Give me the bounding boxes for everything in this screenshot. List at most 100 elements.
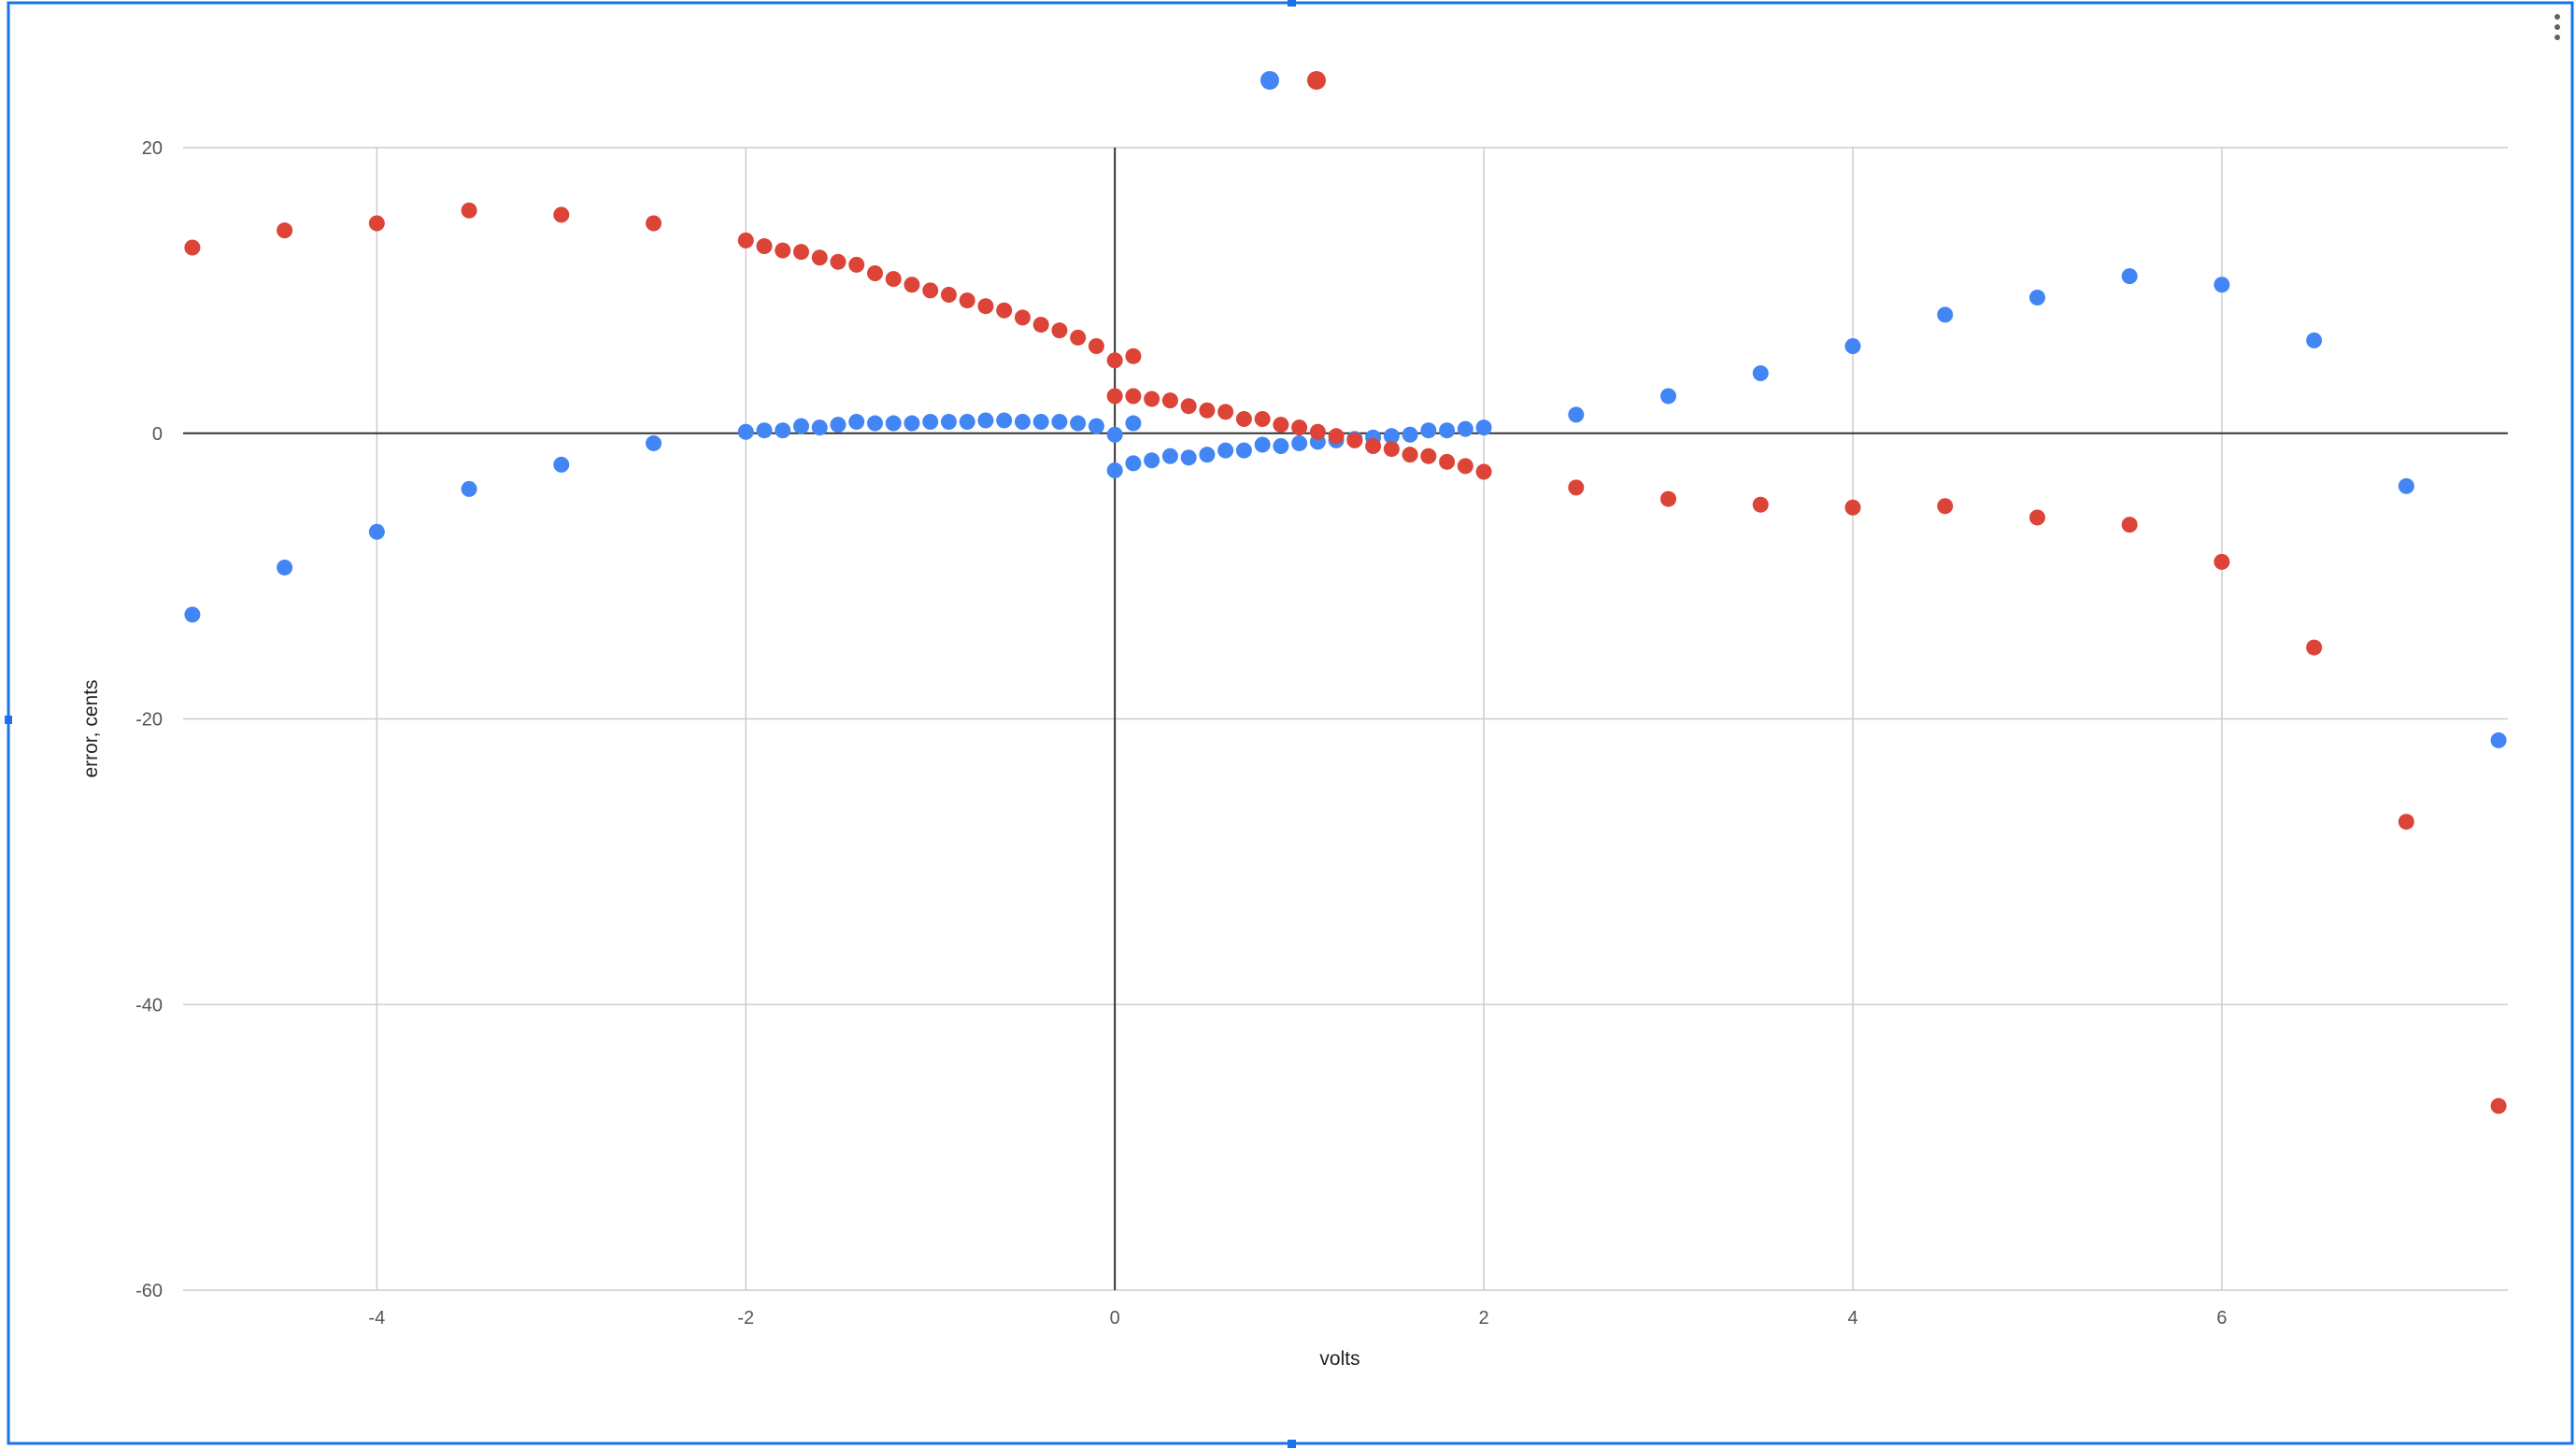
data-point[interactable]: [922, 282, 939, 299]
data-point[interactable]: [1254, 410, 1271, 427]
data-point[interactable]: [830, 417, 847, 433]
data-point[interactable]: [1660, 388, 1677, 405]
data-point[interactable]: [2121, 268, 2138, 285]
data-point[interactable]: [1217, 404, 1234, 420]
data-point[interactable]: [1660, 490, 1677, 507]
data-point[interactable]: [1420, 422, 1437, 439]
data-point[interactable]: [885, 271, 902, 288]
data-point[interactable]: [996, 412, 1013, 429]
data-point[interactable]: [866, 265, 883, 282]
data-point[interactable]: [2028, 290, 2045, 306]
data-point[interactable]: [1937, 498, 1954, 515]
data-point[interactable]: [1439, 453, 1456, 470]
data-point[interactable]: [1088, 418, 1104, 434]
data-point[interactable]: [1106, 388, 1123, 405]
data-point[interactable]: [1088, 337, 1104, 354]
data-point[interactable]: [737, 232, 754, 249]
data-point[interactable]: [904, 415, 920, 432]
data-point[interactable]: [1180, 449, 1197, 466]
data-point[interactable]: [1475, 419, 1492, 436]
data-point[interactable]: [1937, 306, 1954, 323]
data-point[interactable]: [368, 523, 385, 540]
data-point[interactable]: [1125, 415, 1142, 432]
data-point[interactable]: [2213, 277, 2230, 293]
data-point[interactable]: [277, 559, 293, 575]
data-point[interactable]: [775, 242, 791, 259]
data-point[interactable]: [756, 237, 773, 254]
data-point[interactable]: [775, 422, 791, 439]
data-point[interactable]: [959, 414, 975, 431]
data-point[interactable]: [184, 239, 201, 256]
data-point[interactable]: [737, 423, 754, 440]
data-point[interactable]: [1402, 447, 1418, 463]
data-point[interactable]: [1235, 410, 1252, 427]
data-point[interactable]: [1383, 428, 1400, 445]
data-point[interactable]: [1106, 352, 1123, 369]
data-point[interactable]: [1568, 479, 1585, 496]
data-point[interactable]: [756, 422, 773, 439]
data-point[interactable]: [977, 298, 994, 315]
data-point[interactable]: [1051, 322, 1068, 339]
data-point[interactable]: [1161, 392, 1178, 409]
data-point[interactable]: [1014, 414, 1031, 431]
data-point[interactable]: [885, 415, 902, 432]
resize-handle-top[interactable]: [1288, 0, 1296, 7]
data-point[interactable]: [461, 202, 477, 219]
data-point[interactable]: [1180, 398, 1197, 415]
data-point[interactable]: [792, 418, 809, 434]
data-point[interactable]: [1051, 414, 1068, 431]
data-point[interactable]: [2213, 553, 2230, 570]
data-point[interactable]: [1254, 436, 1271, 453]
legend-marker-series-2[interactable]: [1307, 71, 1326, 90]
data-point[interactable]: [1125, 388, 1142, 405]
data-point[interactable]: [1273, 438, 1289, 455]
data-point[interactable]: [553, 456, 570, 473]
data-point[interactable]: [811, 419, 828, 436]
data-point[interactable]: [959, 292, 975, 309]
chart-selection-frame[interactable]: [7, 1, 2574, 1445]
data-point[interactable]: [277, 222, 293, 239]
data-point[interactable]: [1365, 438, 1382, 455]
data-point[interactable]: [1439, 422, 1456, 439]
data-point[interactable]: [848, 256, 865, 273]
data-point[interactable]: [1568, 406, 1585, 423]
data-point[interactable]: [2121, 517, 2138, 533]
data-point[interactable]: [922, 414, 939, 431]
data-point[interactable]: [977, 412, 994, 429]
data-point[interactable]: [1328, 428, 1345, 445]
legend[interactable]: [1260, 71, 1326, 90]
data-point[interactable]: [1144, 452, 1160, 469]
data-point[interactable]: [811, 249, 828, 266]
data-point[interactable]: [1199, 447, 1216, 463]
data-point[interactable]: [1383, 441, 1400, 458]
data-point[interactable]: [1125, 455, 1142, 472]
data-point[interactable]: [866, 415, 883, 432]
data-point[interactable]: [646, 434, 662, 451]
data-point[interactable]: [1457, 420, 1473, 437]
data-point[interactable]: [184, 606, 201, 623]
data-point[interactable]: [904, 277, 920, 293]
data-point[interactable]: [646, 215, 662, 232]
data-point[interactable]: [792, 244, 809, 261]
chart-menu-icon[interactable]: [2555, 14, 2560, 40]
data-point[interactable]: [1070, 415, 1087, 432]
data-point[interactable]: [2398, 477, 2414, 494]
data-point[interactable]: [1125, 348, 1142, 364]
data-point[interactable]: [1291, 434, 1308, 451]
legend-marker-series-1[interactable]: [1260, 71, 1279, 90]
data-point[interactable]: [1844, 337, 1861, 354]
data-point[interactable]: [1161, 447, 1178, 464]
data-point[interactable]: [1309, 423, 1326, 440]
data-point[interactable]: [1199, 402, 1216, 419]
data-point[interactable]: [1346, 432, 1363, 448]
data-point[interactable]: [461, 480, 477, 497]
data-point[interactable]: [848, 414, 865, 431]
data-point[interactable]: [2490, 732, 2507, 748]
data-point[interactable]: [996, 302, 1013, 319]
data-point[interactable]: [1752, 496, 1769, 513]
data-point[interactable]: [1144, 391, 1160, 407]
data-point[interactable]: [1014, 309, 1031, 326]
data-point[interactable]: [1291, 419, 1308, 436]
data-point[interactable]: [1070, 329, 1087, 346]
data-point[interactable]: [1402, 426, 1418, 443]
